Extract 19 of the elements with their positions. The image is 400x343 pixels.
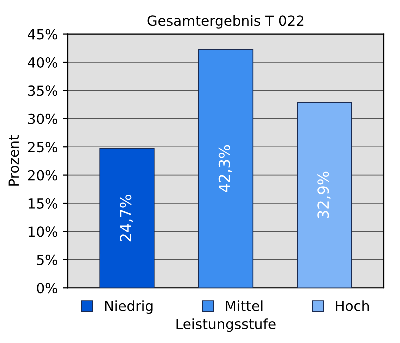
y-tick-label: 15% [28,198,58,209]
data-label: 32,9% [318,172,331,218]
y-tick-label: 30% [28,114,58,124]
y-tick-label: 10% [28,226,58,238]
y-tick-label: 45% [28,29,58,40]
data-label: 24,7% [120,195,134,242]
legend-label: Niedrig [105,300,153,314]
legend-label: Hoch [336,300,370,312]
chart-title: Gesamtergebnis T 022 [148,15,304,29]
y-tick-label: 5% [37,254,58,266]
data-label: 42,3% [218,145,232,192]
y-tick-label: 25% [28,142,58,153]
y-axis-title: Prozent [8,135,20,186]
y-tick-label: 0% [37,283,58,294]
x-axis-title: Leistungsstufe [176,318,276,332]
y-tick-label: 20% [28,170,58,181]
y-tick-label: 40% [28,57,58,68]
y-tick-label: 35% [28,86,58,96]
legend-label: Mittel [226,300,263,312]
